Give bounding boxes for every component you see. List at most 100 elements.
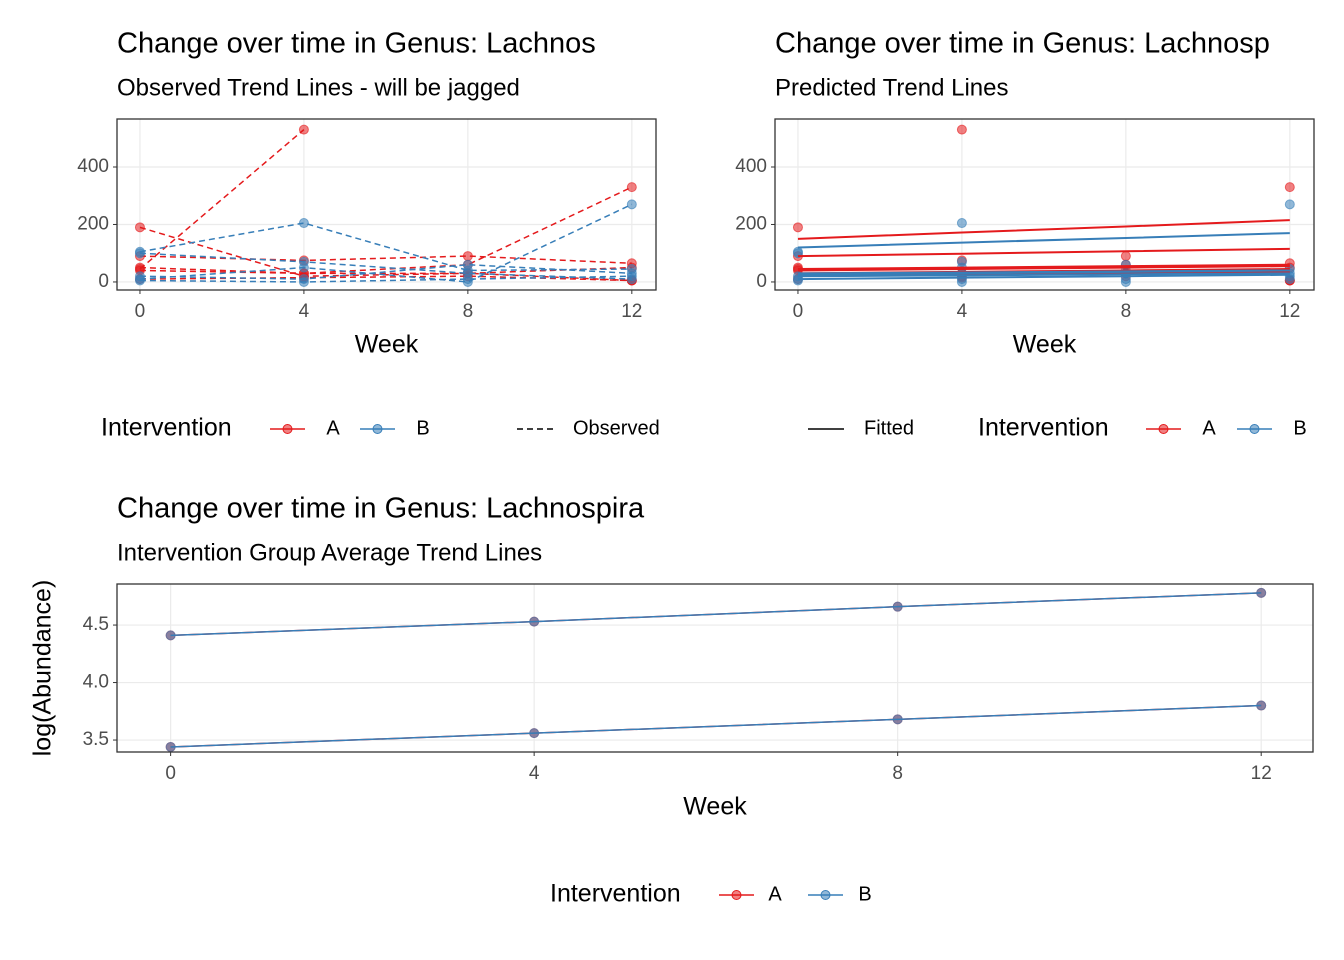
y-tick-label: 0: [756, 271, 767, 292]
x-tick-label: 0: [793, 301, 804, 322]
legend-label: A: [1202, 417, 1216, 439]
x-axis-title: Week: [683, 793, 747, 821]
y-tick-label: 0: [98, 271, 109, 292]
data-point: [956, 256, 967, 267]
data-point: [529, 616, 540, 627]
trend-line: [797, 273, 1290, 281]
trend-line: [797, 265, 1290, 272]
plot-area: [165, 587, 1267, 752]
data-point: [298, 218, 309, 229]
data-point: [462, 251, 473, 262]
x-axis-title: Week: [355, 331, 419, 359]
legend-label: Fitted: [864, 417, 914, 439]
data-point: [134, 248, 145, 259]
data-point: [792, 222, 803, 233]
data-point: [956, 276, 967, 287]
chart-title: Change over time in Genus: Lachnos: [117, 28, 596, 60]
trend-line: [797, 219, 1290, 240]
y-tick-label: 400: [77, 156, 109, 177]
data-point: [626, 182, 637, 193]
data-point: [298, 256, 309, 267]
x-tick-label: 12: [1251, 763, 1272, 784]
y-tick-label: 400: [735, 156, 767, 177]
trend-line: [797, 247, 1290, 258]
x-tick-label: 12: [1279, 301, 1300, 322]
x-tick-label: 0: [135, 301, 146, 322]
chart-title: Change over time in Genus: Lachnospira: [117, 493, 645, 525]
titles: Change over time in Genus: Lachnos Observ…: [117, 28, 596, 102]
data-point: [1284, 274, 1295, 285]
data-point: [1120, 251, 1131, 262]
data-point: [1284, 182, 1295, 193]
data-point: [626, 199, 637, 210]
data-point: [462, 268, 473, 279]
panel-border: [116, 583, 1314, 753]
x-tick-label: 8: [463, 301, 474, 322]
x-tick-label: 12: [621, 301, 642, 322]
x-tick-label: 0: [165, 763, 176, 784]
trend-line: [139, 263, 632, 280]
x-tick-label: 4: [299, 301, 310, 322]
panel-border: [774, 118, 1315, 291]
trend-line: [139, 203, 633, 283]
legend-key: [282, 424, 293, 434]
x-tick-label: 8: [1121, 301, 1132, 322]
legend-label: Observed: [573, 417, 660, 439]
data-point: [892, 601, 903, 612]
chart-subtitle: Intervention Group Average Trend Lines: [117, 539, 542, 566]
trend-line: [139, 275, 632, 283]
data-point: [165, 741, 176, 752]
legend-label: B: [1293, 417, 1306, 439]
x-tick-label: 4: [529, 763, 540, 784]
trend-line: [797, 272, 1290, 278]
y-tick-label: 4.0: [83, 672, 109, 693]
plot-area: [792, 124, 1295, 287]
legend-title: Intervention: [101, 414, 232, 442]
data-point: [792, 275, 803, 286]
legend-key: [1158, 424, 1169, 434]
y-tick-label: 200: [77, 213, 109, 234]
data-point: [165, 630, 176, 641]
trend-line: [139, 252, 632, 280]
panel-border: [116, 118, 657, 291]
data-point: [956, 218, 967, 229]
legend-label: A: [326, 417, 340, 439]
data-point: [134, 222, 145, 233]
data-point: [626, 274, 637, 285]
data-point: [892, 714, 903, 725]
trend-line: [797, 263, 1290, 271]
trend-line: [797, 269, 1290, 275]
legend-label: B: [858, 883, 871, 905]
legend-title: Intervention: [978, 414, 1109, 442]
y-axis-title: log(Abundance): [29, 580, 57, 757]
trend-line: [139, 186, 633, 275]
trend-line: [139, 222, 632, 272]
trend-line: [139, 266, 632, 275]
data-point: [134, 262, 145, 273]
legend-key: [820, 890, 831, 900]
trend-line: [797, 232, 1290, 249]
data-point: [298, 276, 309, 287]
legend-key: [1249, 424, 1260, 434]
titles: Change over time in Genus: Lachnospira In…: [117, 493, 645, 567]
y-tick-label: 4.5: [83, 614, 109, 635]
trend-line: [139, 226, 632, 282]
legend-title: Intervention: [550, 880, 681, 908]
data-point: [1284, 199, 1295, 210]
y-tick-label: 200: [735, 213, 767, 234]
legend-label: B: [416, 417, 429, 439]
data-point: [1256, 587, 1267, 598]
data-point: [529, 728, 540, 739]
chart-subtitle: Predicted Trend Lines: [775, 74, 1008, 101]
data-point: [462, 259, 473, 270]
data-point: [956, 124, 967, 135]
x-tick-label: 4: [957, 301, 968, 322]
data-point: [134, 275, 145, 286]
y-tick-label: 3.5: [83, 729, 109, 750]
trend-line: [170, 592, 1262, 637]
titles: Change over time in Genus: Lachnosp Predi…: [775, 28, 1270, 102]
data-point: [1256, 700, 1267, 711]
x-axis-title: Week: [1013, 331, 1077, 359]
